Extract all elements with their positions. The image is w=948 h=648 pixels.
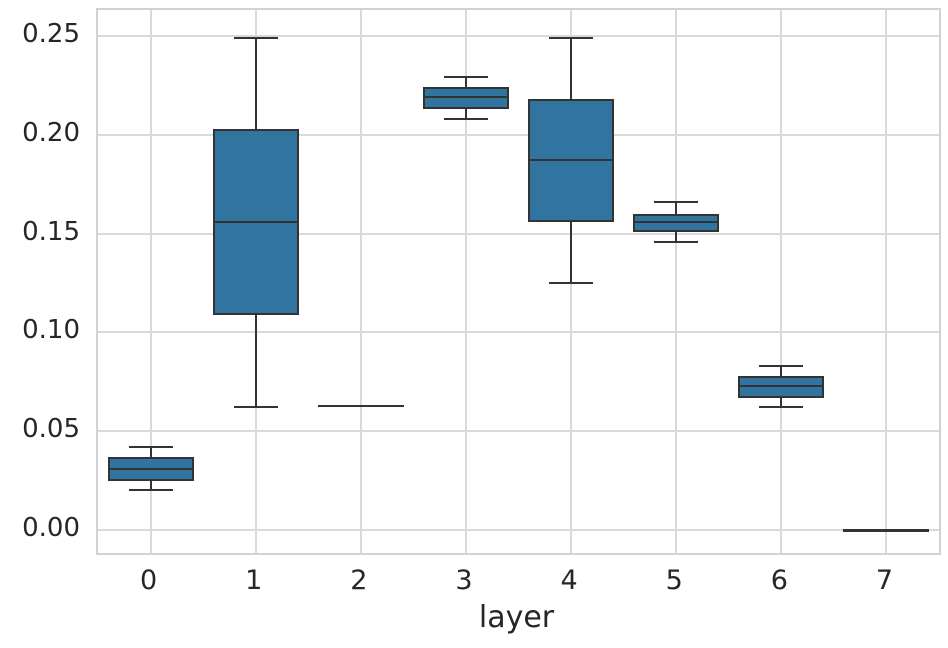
gridline-vertical	[780, 10, 783, 553]
x-tick-label: 0	[139, 565, 158, 596]
x-tick-label: 1	[245, 565, 263, 596]
median-line	[422, 96, 509, 99]
gridline-horizontal	[98, 529, 939, 531]
median-line	[633, 220, 720, 223]
whisker-cap-bottom	[233, 406, 278, 409]
whisker-cap-bottom	[128, 489, 173, 492]
whisker-cap-top	[443, 76, 488, 79]
gridline-vertical	[359, 10, 362, 553]
y-tick-label: 0.10	[22, 315, 80, 346]
gridline-vertical	[885, 10, 888, 553]
x-tick-label: 5	[665, 565, 683, 596]
x-tick-label: 3	[455, 565, 473, 596]
whisker-cap-bottom	[549, 282, 594, 284]
gridline-horizontal	[98, 133, 939, 136]
whisker-cap-bottom	[654, 240, 699, 243]
gridline-horizontal	[98, 331, 939, 334]
y-tick-label: 0.00	[22, 513, 80, 543]
gridline-horizontal	[98, 430, 939, 433]
gridline-vertical	[464, 10, 467, 553]
median-line	[212, 220, 299, 223]
median-line	[738, 384, 825, 387]
x-axis-title: layer	[478, 600, 555, 635]
whisker-cap-top	[549, 36, 594, 39]
y-tick-label: 0.15	[22, 216, 80, 247]
whisker-cap-top	[654, 200, 699, 203]
whisker-cap-bottom	[759, 406, 804, 409]
gridline-vertical	[149, 10, 152, 553]
flat-box-line	[317, 404, 404, 407]
x-tick-label: 4	[560, 565, 578, 596]
plot-area	[96, 8, 941, 555]
x-tick-label: 7	[875, 565, 894, 596]
whisker-cap-bottom	[443, 117, 488, 120]
whisker-cap-top	[233, 36, 278, 39]
y-tick-label: 0.25	[22, 19, 80, 49]
whisker-cap-top	[759, 364, 804, 367]
whisker-cap-top	[128, 446, 173, 448]
gridline-vertical	[675, 10, 678, 553]
x-tick-label: 6	[770, 565, 788, 596]
x-tick-label: 2	[350, 565, 368, 596]
y-tick-label: 0.05	[22, 414, 80, 445]
median-line	[107, 467, 194, 470]
flat-box-line	[843, 529, 930, 532]
median-line	[528, 159, 615, 162]
gridline-horizontal	[98, 35, 939, 37]
y-tick-label: 0.20	[22, 117, 80, 148]
gridline-horizontal	[98, 232, 939, 235]
